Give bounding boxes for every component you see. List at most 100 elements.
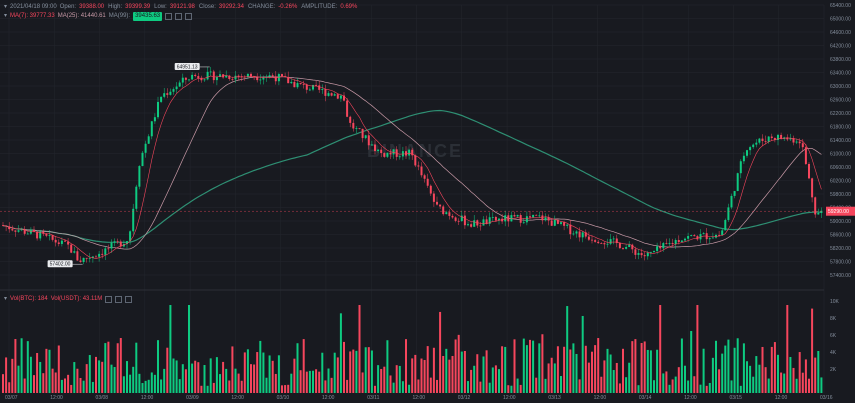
candle-body: [79, 260, 82, 263]
candle-body: [761, 138, 764, 141]
volume-bar: [349, 351, 352, 393]
candle-body: [129, 231, 132, 242]
candle-body: [470, 224, 473, 227]
close-icon[interactable]: [185, 13, 193, 20]
volume-bar: [820, 377, 823, 393]
price-tick-label: 60200.00: [830, 179, 851, 185]
candle-body: [26, 233, 29, 235]
candle-body: [392, 149, 395, 155]
candle-body: [780, 134, 783, 139]
candle-body: [597, 241, 600, 244]
candle-body: [383, 153, 386, 157]
eye-icon[interactable]: [105, 296, 113, 303]
eye-icon[interactable]: [165, 13, 173, 20]
candle-body: [405, 151, 407, 156]
volume-bar: [448, 359, 451, 393]
volume-bar: [135, 342, 138, 393]
candle-body: [702, 233, 705, 235]
volume-bar: [48, 349, 51, 393]
candle-body: [132, 208, 135, 232]
volume-bar: [690, 331, 693, 393]
volume-bar: [116, 343, 119, 393]
chevron-down-icon[interactable]: ▾: [4, 296, 8, 302]
close-icon[interactable]: [125, 296, 133, 303]
chevron-down-icon[interactable]: ▾: [4, 4, 8, 10]
change-value: -0.26%: [278, 4, 298, 10]
candle-body: [532, 214, 535, 218]
volume-bar: [684, 365, 686, 393]
candle-body: [429, 185, 432, 194]
candle-body: [101, 253, 104, 255]
volume-bar: [498, 369, 500, 393]
candle-body: [138, 166, 141, 187]
volume-bar: [184, 369, 187, 393]
volume-bar: [339, 313, 342, 393]
volume-bar: [563, 346, 566, 393]
candle-body: [423, 175, 426, 179]
candle-body: [742, 155, 745, 162]
candle-body: [498, 218, 500, 221]
volume-bar: [268, 355, 271, 393]
candle-body: [209, 71, 212, 73]
volume-bar: [191, 363, 194, 393]
candle-body: [674, 240, 677, 245]
candle-body: [622, 248, 624, 249]
volume-bar: [333, 352, 336, 393]
volume-bar: [544, 378, 547, 393]
high-value: 39399.39: [125, 4, 151, 10]
time-axis[interactable]: 03/07 12:00 03/08 12:00 03/09 12:00 03/10 12:00…: [5, 395, 833, 401]
candle-body: [569, 224, 572, 235]
volume-bars[interactable]: [2, 305, 823, 393]
candle-body: [191, 74, 194, 80]
settings-icon[interactable]: [115, 296, 123, 303]
candle-body: [547, 217, 550, 221]
price-axis[interactable]: 65400.00 65000.00 64600.00 64200.00 63800.00…: [830, 3, 851, 279]
time-tick-label: 03/08: [96, 395, 109, 401]
volume-bar: [653, 380, 655, 393]
volume-bar: [752, 376, 755, 393]
volume-bar: [445, 348, 448, 393]
candle-body: [293, 81, 296, 88]
volume-bar: [277, 355, 280, 393]
candle-body: [724, 219, 727, 231]
high-marker-box: [174, 62, 200, 70]
candle-body: [386, 152, 389, 157]
candle-body: [600, 243, 603, 244]
volume-bar: [594, 345, 597, 393]
volume-bar: [804, 359, 807, 393]
candle-body: [715, 234, 717, 238]
candle-body: [411, 149, 414, 156]
candle-body: [163, 93, 166, 97]
volume-bar: [141, 383, 144, 393]
volume-bar: [293, 358, 296, 393]
volume-bar: [352, 349, 355, 393]
candle-body: [349, 116, 352, 123]
volume-bar: [606, 348, 609, 393]
time-tick-label: 03/12: [458, 395, 471, 401]
candle-body: [432, 193, 435, 202]
candle-body: [801, 143, 804, 148]
candle-body: [560, 222, 562, 224]
volume-bar: [411, 358, 414, 393]
candle-body: [814, 197, 817, 215]
price-tick-label: 57400.00: [830, 273, 851, 279]
price-tick-label: 62200.00: [830, 111, 851, 117]
ma25-value: MA(25): 41440.61: [57, 13, 106, 19]
settings-icon[interactable]: [175, 13, 183, 20]
volume-bar: [711, 357, 714, 393]
volume-bar: [730, 380, 733, 393]
candle-body: [755, 142, 758, 145]
volume-bar: [727, 339, 730, 393]
volume-bar: [95, 356, 97, 393]
volume-bar: [209, 358, 212, 393]
change-label: CHANGE:: [247, 4, 276, 10]
chevron-down-icon[interactable]: ▾: [4, 13, 8, 19]
candle-body: [312, 84, 314, 90]
volume-bar: [408, 384, 411, 393]
candle-body: [439, 204, 442, 207]
candle-body: [364, 135, 367, 139]
volume-bar: [60, 379, 63, 393]
candle-body: [516, 215, 519, 217]
